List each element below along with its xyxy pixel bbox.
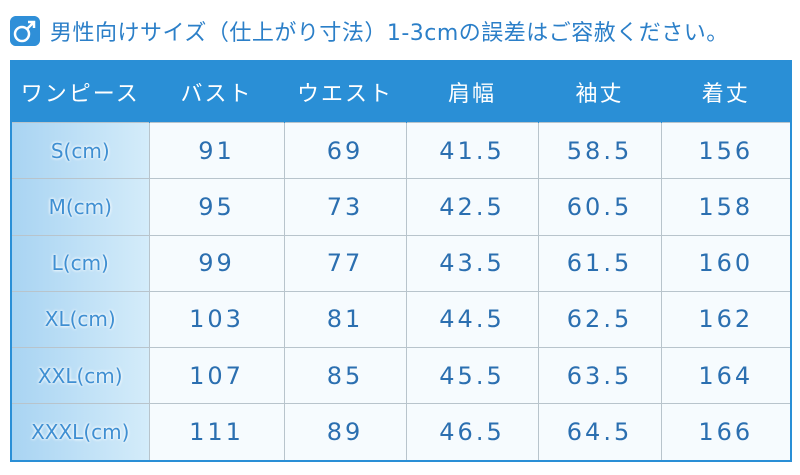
- size-label: XL(cm): [10, 290, 150, 349]
- cell: 42.5: [405, 178, 539, 236]
- size-table: ワンピース バスト ウエスト 肩幅 袖丈 着丈 S(cm) 91 69 41.5 58.5 156 M…: [10, 60, 792, 462]
- cell: 107: [148, 346, 285, 405]
- cell: 77: [283, 234, 407, 292]
- column-header: 肩幅: [406, 61, 539, 123]
- column-header: ワンピース: [11, 61, 150, 123]
- table-row: L(cm) 99 77 43.5 61.5 160: [10, 234, 792, 292]
- cell: 85: [283, 346, 407, 405]
- cell: 158: [660, 178, 792, 236]
- male-icon: [10, 16, 40, 46]
- cell: 91: [148, 121, 285, 180]
- cell: 73: [283, 178, 407, 236]
- cell: 162: [660, 290, 792, 349]
- cell: 160: [660, 234, 792, 292]
- cell: 81: [283, 290, 407, 349]
- cell: 43.5: [405, 234, 539, 292]
- header-row: ワンピース バスト ウエスト 肩幅 袖丈 着丈: [11, 61, 792, 123]
- size-label: XXXL(cm): [10, 403, 150, 462]
- column-header: 着丈: [661, 61, 792, 123]
- table-row: XXXL(cm) 111 89 46.5 64.5 166: [10, 403, 792, 462]
- cell: 64.5: [537, 403, 662, 462]
- title: 男性向けサイズ（仕上がり寸法）1-3cmの誤差はご容赦ください。: [50, 21, 729, 46]
- column-header: 袖丈: [538, 61, 662, 123]
- cell: 62.5: [537, 290, 662, 349]
- cell: 46.5: [405, 403, 539, 462]
- size-label: M(cm): [10, 178, 150, 236]
- cell: 89: [283, 403, 407, 462]
- cell: 99: [148, 234, 285, 292]
- cell: 69: [283, 121, 407, 180]
- cell: 111: [148, 403, 285, 462]
- cell: 103: [148, 290, 285, 349]
- table-row: XXL(cm) 107 85 45.5 63.5 164: [10, 346, 792, 405]
- size-label: XXL(cm): [10, 346, 150, 405]
- table-row: M(cm) 95 73 42.5 60.5 158: [10, 178, 792, 236]
- table-row: S(cm) 91 69 41.5 58.5 156: [10, 121, 792, 180]
- cell: 95: [148, 178, 285, 236]
- cell: 60.5: [537, 178, 662, 236]
- cell: 58.5: [537, 121, 662, 180]
- table-row: XL(cm) 103 81 44.5 62.5 162: [10, 290, 792, 349]
- cell: 156: [660, 121, 792, 180]
- cell: 45.5: [405, 346, 539, 405]
- size-label: L(cm): [10, 234, 150, 292]
- column-header: ウエスト: [284, 61, 407, 123]
- cell: 41.5: [405, 121, 539, 180]
- cell: 166: [660, 403, 792, 462]
- cell: 63.5: [537, 346, 662, 405]
- header: 男性向けサイズ（仕上がり寸法）1-3cmの誤差はご容赦ください。: [10, 14, 729, 48]
- cell: 44.5: [405, 290, 539, 349]
- cell: 164: [660, 346, 792, 405]
- size-label: S(cm): [10, 121, 150, 180]
- cell: 61.5: [537, 234, 662, 292]
- column-header: バスト: [149, 61, 285, 123]
